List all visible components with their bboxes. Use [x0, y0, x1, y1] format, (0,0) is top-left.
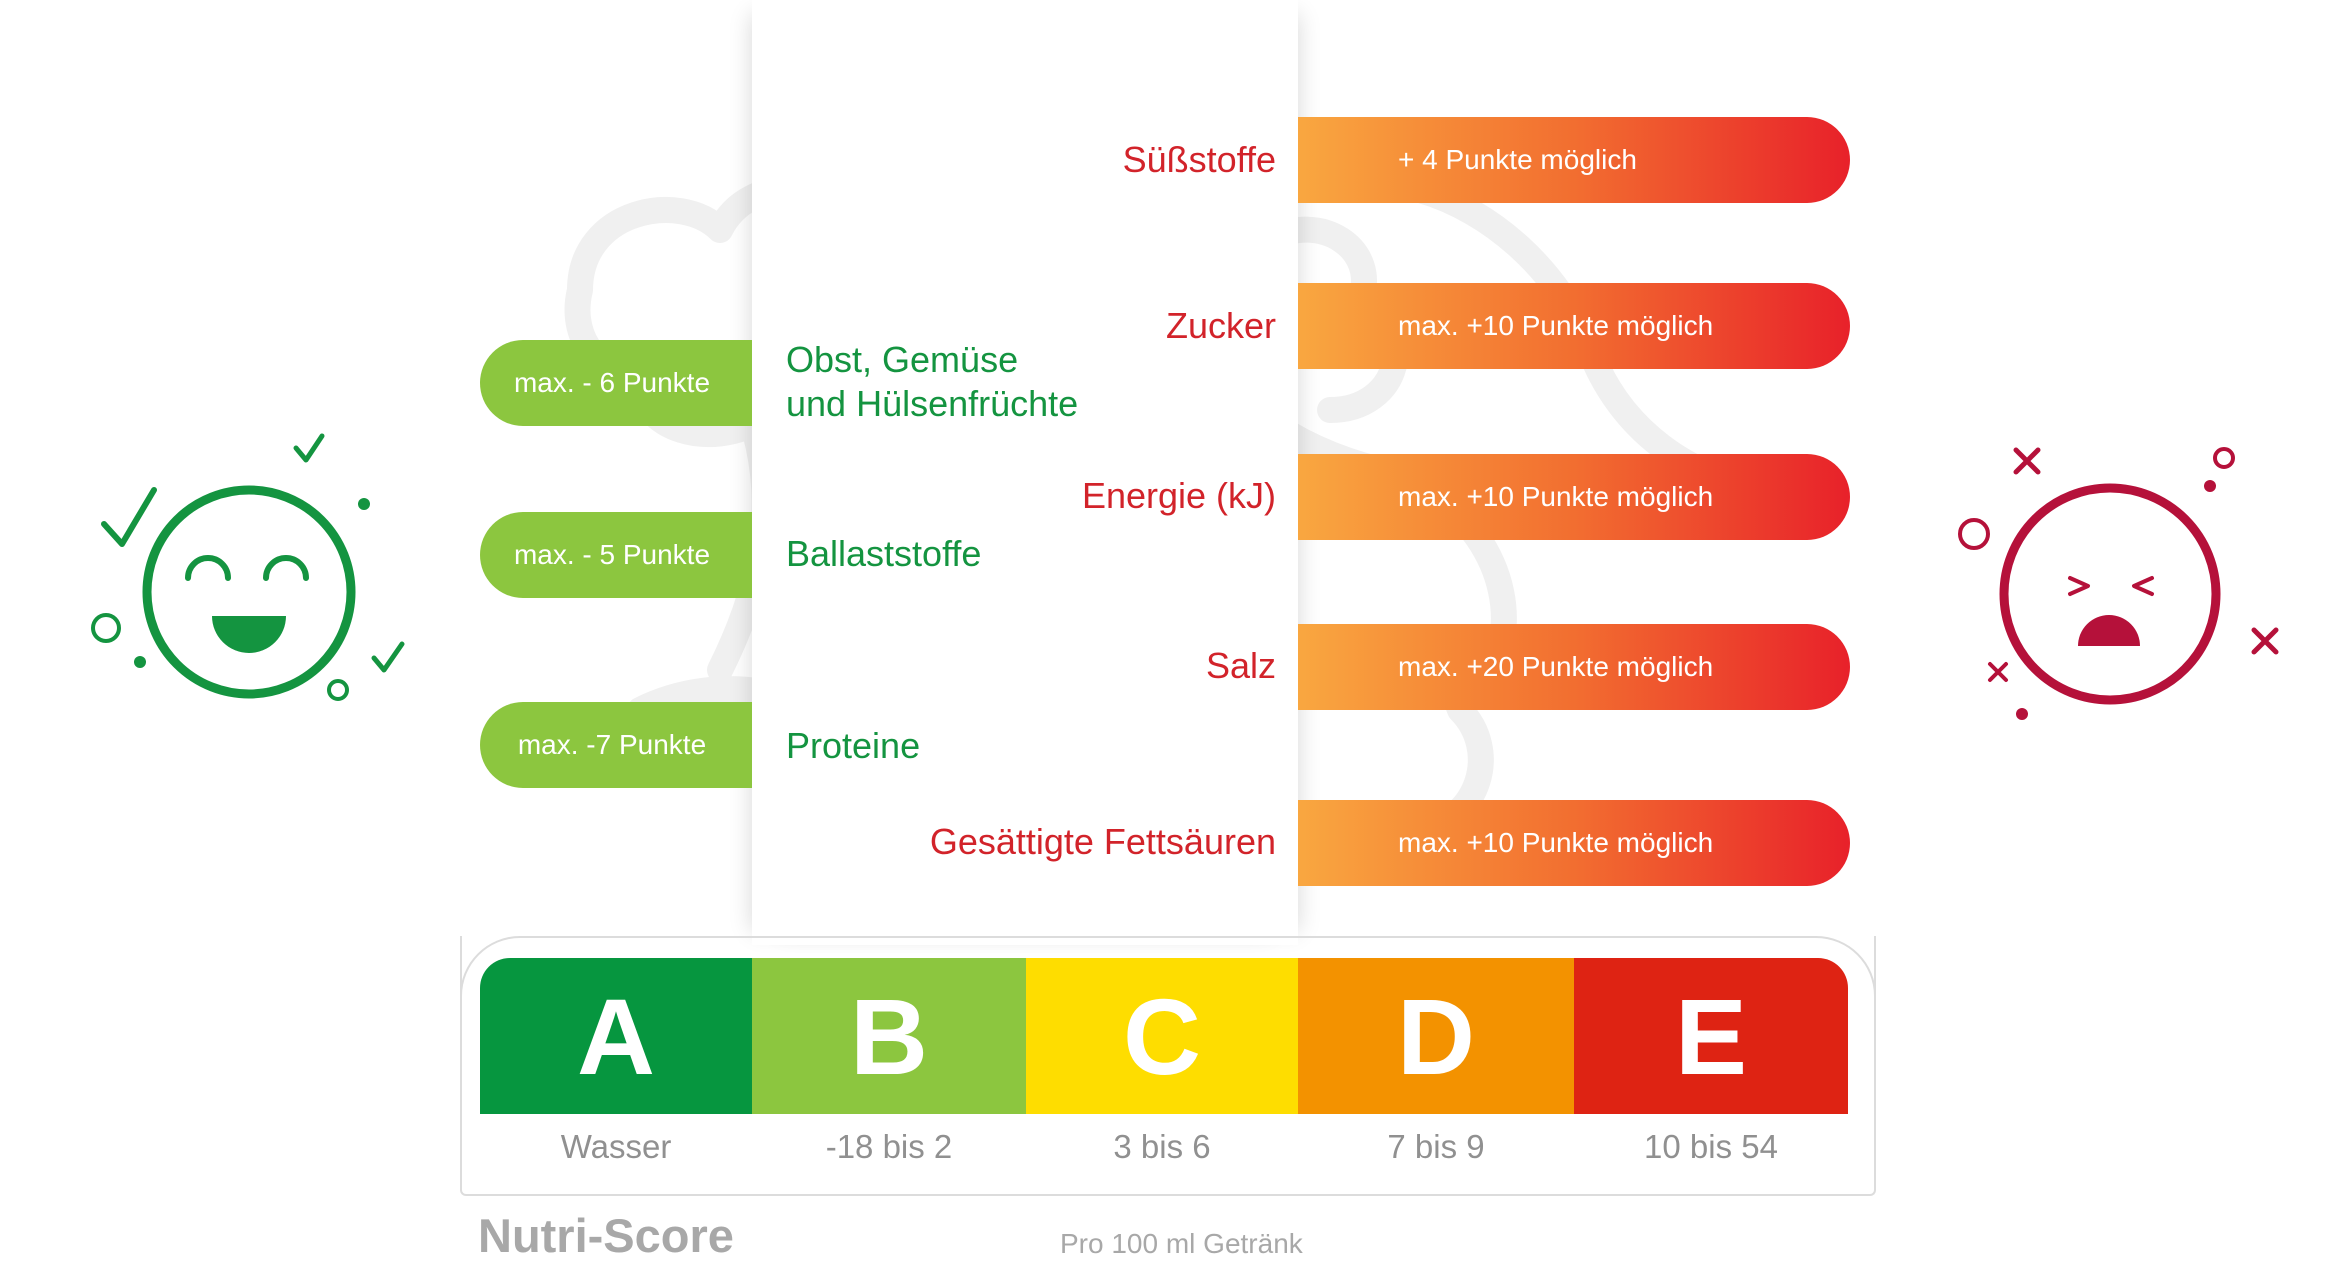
- label-salz: Salz: [1205, 645, 1276, 686]
- grade-b: B: [752, 958, 1026, 1114]
- grade-e: E: [1574, 958, 1848, 1114]
- grade-d: D: [1298, 958, 1574, 1114]
- range-b: -18 bis 2: [825, 1128, 953, 1165]
- label-energie: Energie (kJ): [1081, 475, 1276, 516]
- nutri-score-scale: A B C D E: [480, 958, 1848, 1114]
- center-column: [752, 0, 1298, 945]
- label-gesaettigte-fettsaeuren: Gesättigte Fettsäuren: [929, 821, 1276, 862]
- footnote: Pro 100 ml Getränk: [1060, 1228, 1303, 1259]
- negative-points-pill-2: max. - 5 Punkte: [480, 512, 752, 598]
- range-a: Wasser: [560, 1128, 672, 1165]
- label-obst-gemuese: Obst, Gemüse und Hülsenfrüchte: [786, 339, 1079, 424]
- label-proteine: Proteine: [786, 725, 921, 766]
- label-ballaststoffe: Ballaststoffe: [786, 533, 982, 574]
- negative-points-pill-3: max. -7 Punkte: [480, 702, 752, 788]
- happy-face-icon: [91, 433, 405, 701]
- positive-points-bar-5: max. +10 Punkte möglich: [1298, 800, 1850, 886]
- positive-points-bar-3: max. +10 Punkte möglich: [1298, 454, 1850, 540]
- score-frame: [460, 936, 1876, 1196]
- grade-c: C: [1026, 958, 1298, 1114]
- positive-points-bar-2: max. +10 Punkte möglich: [1298, 283, 1850, 369]
- positive-points-bar-1: + 4 Punkte möglich: [1298, 117, 1850, 203]
- negative-points-pill-1: max. - 6 Punkte: [480, 340, 752, 426]
- nutri-score-logo-text: Nutri-Score: [478, 1209, 734, 1262]
- sad-face-icon: [1958, 447, 2279, 720]
- range-c: 3 bis 6: [1113, 1128, 1211, 1165]
- range-d: 7 bis 9: [1387, 1128, 1485, 1165]
- label-zucker: Zucker: [1165, 305, 1276, 346]
- grade-a: A: [480, 958, 752, 1114]
- label-suessstoffe: Süßstoffe: [1122, 139, 1276, 180]
- range-e: 10 bis 54: [1644, 1128, 1778, 1165]
- positive-points-bar-4: max. +20 Punkte möglich: [1298, 624, 1850, 710]
